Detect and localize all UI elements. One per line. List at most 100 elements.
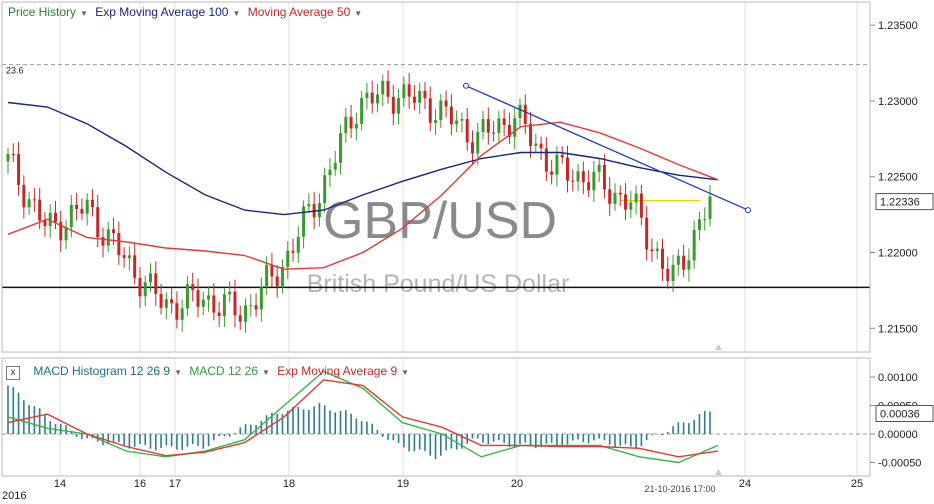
candle-body (212, 295, 216, 313)
candle-body (703, 218, 707, 220)
candle-body (201, 299, 205, 307)
candle-body (402, 84, 406, 99)
legend-ma[interactable]: Moving Average 50 (247, 5, 351, 19)
candle-body (354, 123, 358, 129)
legend-macd[interactable]: MACD 12 26 (189, 364, 259, 378)
candle-body (175, 303, 179, 320)
candle-body (571, 180, 575, 182)
cursor-time-label: 21-10-2016 17:00 (644, 484, 715, 494)
candle-body (80, 208, 84, 214)
price-plot: 23.6 (2, 64, 870, 333)
candle-body (328, 169, 332, 176)
close-panel-button[interactable]: x (6, 366, 20, 380)
candle-body (412, 96, 416, 103)
price-history-dropdown-icon[interactable]: ▼ (80, 9, 88, 18)
macd-dropdown-icon[interactable]: ▼ (262, 368, 270, 377)
candle-body (170, 299, 174, 304)
candle-body (185, 284, 189, 309)
candle-body (344, 116, 348, 134)
legend-signal[interactable]: Exp Moving Average 9 (277, 364, 398, 378)
candle-body (159, 293, 163, 308)
ma-dropdown-icon[interactable]: ▼ (354, 9, 363, 18)
candle-body (634, 193, 638, 203)
candle-body (391, 96, 395, 114)
current-price-box (875, 193, 934, 211)
candle-body (349, 116, 353, 129)
candle-body (339, 133, 343, 163)
candle-body (560, 154, 564, 158)
trend-line-handle-end (745, 207, 751, 214)
candle-body (460, 119, 464, 121)
candle-body (249, 305, 253, 307)
signal-dropdown-icon[interactable]: ▼ (401, 368, 410, 377)
candle-body (85, 199, 89, 214)
candle-body (481, 119, 485, 133)
candle-body (434, 120, 438, 123)
candle-body (196, 290, 200, 307)
candle-body (492, 132, 496, 134)
x-axis-label: 25 (851, 478, 863, 490)
candle-body (502, 118, 506, 125)
candle-body (217, 312, 221, 317)
candle-body (43, 220, 47, 227)
x-axis-label: 24 (739, 478, 751, 490)
candle-body (518, 104, 522, 119)
candle-body (444, 100, 448, 107)
candle-body (17, 154, 21, 185)
candle-body (423, 90, 427, 99)
candle-body (38, 199, 42, 221)
candle-body (597, 164, 601, 172)
candle-body (296, 236, 300, 253)
candle-body (650, 249, 654, 252)
candle-body (291, 250, 295, 253)
candle-body (555, 154, 559, 175)
watermark-name: British Pound/US Dollar (307, 270, 570, 298)
candle-body (127, 255, 131, 259)
candle-body (544, 148, 548, 172)
candle-body (117, 233, 121, 256)
candle-body (280, 266, 284, 287)
candle-body (302, 206, 306, 237)
price-axis-label: 1.22000 (878, 248, 918, 260)
macd-plot (2, 370, 870, 464)
candle-body (244, 305, 248, 322)
candle-body (655, 248, 659, 252)
x-axis-year: 2016 (2, 490, 26, 502)
candle-body (149, 273, 153, 283)
candle-body (133, 255, 137, 278)
candle-body (275, 276, 279, 287)
ma-50-line (7, 121, 719, 270)
candle-body (697, 219, 701, 230)
ema-dropdown-icon[interactable]: ▼ (232, 9, 241, 18)
candle-body (180, 308, 184, 320)
candle-body (486, 119, 490, 133)
legend-ema[interactable]: Exp Moving Average 100 (95, 5, 229, 19)
candle-body (587, 182, 591, 191)
candle-body (581, 171, 585, 183)
macd-panel-frame (1, 357, 871, 477)
candle-body (32, 199, 36, 201)
candle-body (54, 212, 58, 222)
price-panel-frame (1, 1, 871, 353)
candle-body (365, 92, 369, 98)
candle-body (428, 98, 432, 123)
macd-histogram-dropdown-icon[interactable]: ▼ (174, 368, 182, 377)
candle-body (407, 84, 411, 97)
watermark: GBP/USD British Pound/US Dollar (307, 192, 570, 298)
candle-body (639, 193, 643, 218)
candle-body (534, 143, 538, 146)
candle-body (660, 248, 664, 269)
candle-body (381, 80, 385, 95)
candle-body (523, 104, 527, 124)
x-axis-label: 18 (283, 478, 295, 490)
x-axis-label: 17 (169, 478, 181, 490)
legend-price-history[interactable]: Price History (8, 5, 77, 19)
candle-body (307, 203, 311, 207)
legend-macd-histogram[interactable]: MACD Histogram 12 26 9 (33, 364, 171, 378)
candle-body (624, 194, 628, 210)
current-price-label: 1.22336 (880, 197, 920, 209)
x-axis-label: 14 (54, 478, 66, 490)
candle-body (333, 162, 337, 170)
watermark-symbol: GBP/USD (323, 192, 557, 250)
